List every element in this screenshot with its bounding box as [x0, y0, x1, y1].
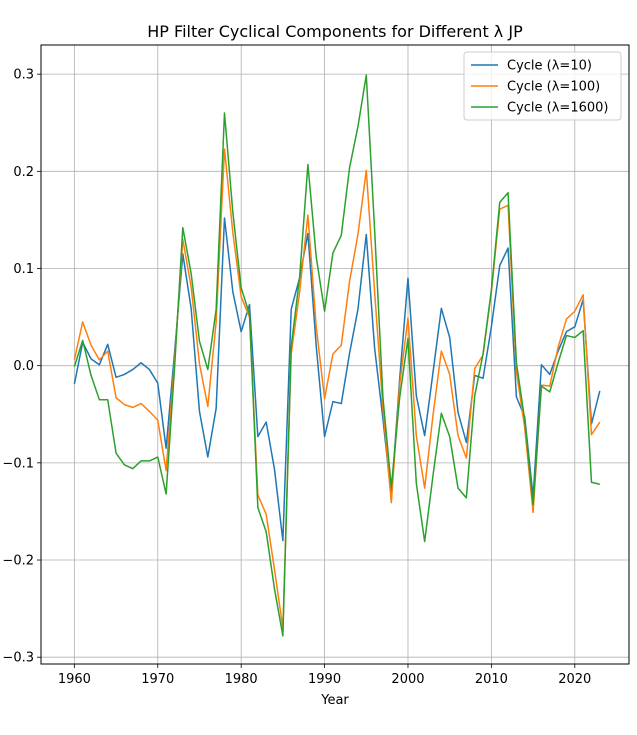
x-tick-label: 2000 [391, 672, 424, 687]
y-tick-label: −0.2 [2, 554, 34, 569]
y-tick-label: −0.3 [2, 651, 34, 666]
axis-ticks: 1960 1970 1980 1990 2000 2010 2020 −0.3 −0.2 −0.1… [2, 68, 591, 687]
y-tick-label: 0.1 [13, 262, 34, 277]
series-line-3 [73, 74, 600, 637]
legend-label: Cycle (λ=1600) [507, 101, 608, 116]
y-tick-label: 0.2 [13, 165, 34, 180]
y-tick-label: −0.1 [2, 456, 34, 471]
legend-box [463, 51, 622, 121]
x-axis-label: Year [320, 693, 349, 708]
series-lines [73, 74, 601, 637]
x-tick-label: 2010 [475, 672, 508, 687]
y-tick-label: 0.0 [13, 359, 34, 374]
grid-lines [41, 45, 629, 664]
x-tick-label: 1970 [141, 672, 174, 687]
x-tick-label: 2020 [558, 672, 591, 687]
x-tick-label: 1960 [58, 672, 91, 687]
x-tick-label: 1980 [225, 672, 258, 687]
legend-label: Cycle (λ=100) [507, 80, 600, 95]
x-tick-label: 1990 [308, 672, 341, 687]
legend-label: Cycle (λ=10) [507, 59, 592, 74]
y-tick-label: 0.3 [13, 68, 34, 83]
chart-title: HP Filter Cyclical Components for Differ… [147, 22, 523, 41]
series-line-1 [73, 217, 601, 542]
plot-frame [40, 44, 630, 665]
legend: Cycle (λ=10) Cycle (λ=100) Cycle (λ=1600) [463, 51, 622, 121]
